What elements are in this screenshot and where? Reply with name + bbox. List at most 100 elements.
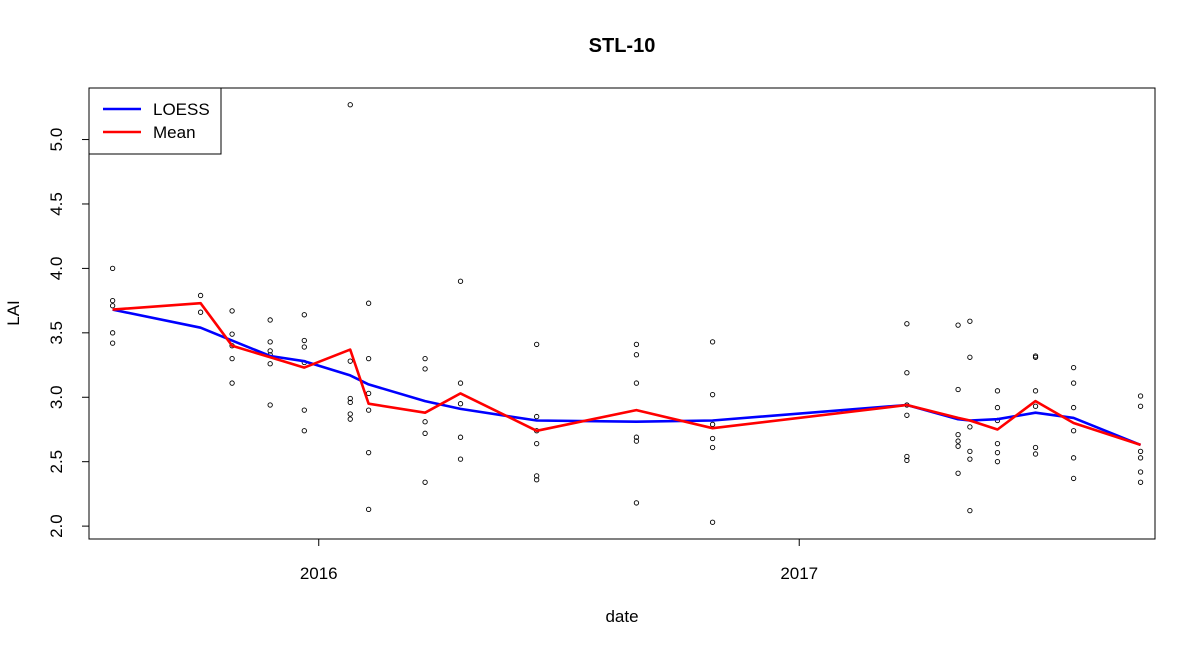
data-point <box>1032 403 1039 409</box>
data-point <box>709 421 716 427</box>
data-point <box>534 440 540 447</box>
data-point <box>1070 364 1077 371</box>
data-point <box>955 431 961 438</box>
data-point <box>301 337 307 344</box>
data-point <box>534 473 540 479</box>
x-axis: 2016 2017 <box>300 538 818 583</box>
series-lines <box>112 301 1142 447</box>
data-point <box>365 407 372 413</box>
data-point <box>457 278 464 284</box>
data-point <box>633 438 640 444</box>
x-axis-label: date <box>605 607 638 626</box>
data-point <box>709 444 716 451</box>
data-point <box>422 366 428 372</box>
data-point <box>904 321 910 327</box>
legend-box <box>88 87 222 155</box>
data-point <box>365 300 372 306</box>
data-point <box>457 456 464 462</box>
data-point <box>1070 404 1077 411</box>
x-tick-label: 2017 <box>780 564 818 583</box>
data-point <box>1137 455 1144 461</box>
data-point <box>422 430 428 436</box>
y-axis: 2.0 2.5 3.0 3.5 4.0 4.5 5.0 <box>47 128 90 538</box>
data-point <box>347 416 353 422</box>
data-point <box>1032 354 1039 360</box>
data-point <box>109 297 116 304</box>
data-point <box>301 344 307 350</box>
y-tick-label: 2.0 <box>47 514 66 538</box>
data-point <box>1137 403 1144 409</box>
data-point <box>904 453 910 460</box>
data-point <box>904 412 910 418</box>
data-point <box>967 508 973 514</box>
data-point <box>197 309 204 315</box>
data-point <box>994 459 1001 465</box>
data-point <box>422 419 428 425</box>
data-point <box>1032 444 1039 451</box>
legend-label: LOESS <box>153 100 210 119</box>
data-point <box>534 413 540 420</box>
data-point <box>1070 475 1077 482</box>
data-point <box>301 407 307 413</box>
data-point <box>967 318 973 324</box>
series-line-mean <box>112 301 1142 447</box>
data-point <box>955 386 961 393</box>
y-tick-label: 4.5 <box>47 192 66 216</box>
chart-title: STL-10 <box>589 35 656 57</box>
data-point <box>709 435 716 442</box>
data-point <box>347 102 353 108</box>
data-point <box>534 477 540 483</box>
x-tick-label: 2016 <box>300 564 338 583</box>
data-point <box>1137 448 1144 455</box>
data-point <box>347 395 353 402</box>
data-point <box>109 330 116 336</box>
data-point <box>967 448 973 455</box>
data-point <box>109 303 116 309</box>
data-point <box>904 457 910 464</box>
data-point <box>633 380 640 386</box>
data-point <box>633 500 640 506</box>
data-point <box>955 470 961 476</box>
data-point <box>109 265 116 272</box>
data-point <box>967 456 973 462</box>
data-point <box>301 428 307 434</box>
y-tick-label: 5.0 <box>47 128 66 152</box>
data-point <box>347 358 353 364</box>
data-point <box>904 370 910 376</box>
data-point <box>1137 393 1144 399</box>
data-point <box>534 341 540 348</box>
data-point <box>365 450 372 456</box>
data-point <box>994 450 1001 456</box>
data-point <box>229 355 235 362</box>
data-point <box>1070 380 1077 386</box>
data-point <box>994 440 1001 447</box>
legend-label: Mean <box>153 123 196 142</box>
data-point <box>267 361 273 367</box>
data-point <box>109 340 116 346</box>
data-point <box>709 392 716 398</box>
data-point <box>229 331 235 337</box>
data-point <box>1070 455 1077 461</box>
data-point <box>347 399 353 406</box>
data-point <box>633 434 640 440</box>
data-point <box>301 312 307 318</box>
data-point <box>1070 428 1077 434</box>
data-point <box>967 354 973 360</box>
data-point <box>633 352 640 358</box>
data-point <box>365 355 372 362</box>
y-tick-label: 2.5 <box>47 450 66 474</box>
data-points <box>109 102 1144 525</box>
data-point <box>422 479 428 485</box>
data-point <box>229 380 235 386</box>
data-point <box>267 317 273 323</box>
data-point <box>267 339 273 345</box>
y-tick-label: 3.0 <box>47 385 66 409</box>
data-point <box>709 519 716 525</box>
data-point <box>422 355 428 362</box>
data-point <box>365 390 372 397</box>
data-point <box>267 348 273 354</box>
data-point <box>1032 451 1039 457</box>
data-point <box>955 322 961 328</box>
data-point <box>633 341 640 348</box>
